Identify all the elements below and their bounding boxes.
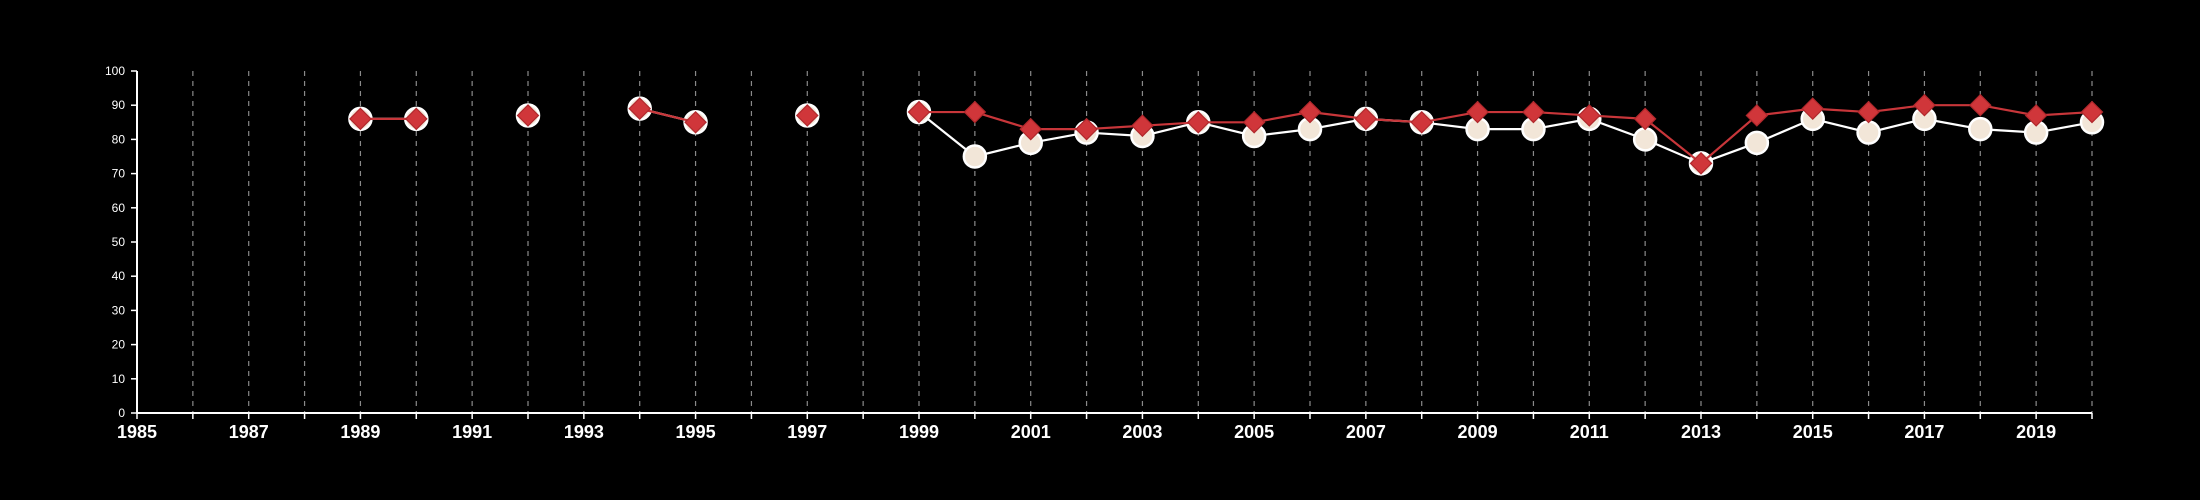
data-point-diamond — [1019, 117, 1043, 141]
x-tick-label: 2013 — [1681, 422, 1721, 442]
x-tick-label: 2011 — [1570, 422, 1609, 442]
y-tick-label: 100 — [105, 64, 125, 78]
data-point-diamond — [404, 107, 428, 131]
series-line — [919, 104, 2093, 165]
x-tick-label: 2001 — [1011, 422, 1051, 442]
x-tick-label: 1993 — [564, 422, 604, 442]
data-point-diamond — [963, 100, 987, 124]
data-point-diamond — [2080, 100, 2104, 124]
x-tick-label: 2005 — [1234, 422, 1274, 442]
y-axis-ticks: 0 10 20 30 40 50 60 70 80 90 100 — [105, 64, 137, 420]
data-point-diamond — [1298, 100, 1322, 124]
x-tick-label: 1987 — [229, 422, 269, 442]
data-point-diamond — [795, 104, 819, 127]
axes — [136, 71, 2092, 414]
data-point-diamond — [1242, 110, 1266, 134]
data-point-circle — [1632, 127, 1658, 152]
x-tick-label: 2007 — [1346, 422, 1386, 442]
x-tick-label: 2019 — [2016, 422, 2056, 442]
data-point-diamond — [516, 104, 540, 127]
data-point-diamond — [1913, 93, 1936, 117]
data-point-circle — [1856, 120, 1881, 145]
data-point-diamond — [1745, 104, 1769, 127]
data-point-diamond — [628, 97, 652, 120]
x-tick-label: 1997 — [787, 422, 827, 442]
x-tick-label: 1985 — [117, 422, 157, 442]
data-point-diamond — [1689, 151, 1713, 175]
y-tick-label: 50 — [112, 235, 126, 249]
y-tick-label: 60 — [112, 201, 126, 215]
data-point-diamond — [1075, 117, 1098, 141]
data-point-diamond — [1466, 100, 1489, 124]
data-point-diamond — [1354, 107, 1378, 131]
y-tick-label: 30 — [112, 303, 126, 317]
data-point-diamond — [1577, 104, 1601, 127]
data-point-diamond — [1410, 110, 1434, 134]
x-tick-label: 2015 — [1793, 422, 1833, 442]
series-1 — [348, 96, 2105, 176]
y-tick-label: 90 — [112, 98, 126, 112]
y-tick-label: 0 — [118, 406, 125, 420]
data-point-diamond — [349, 107, 372, 131]
series-line — [639, 107, 696, 124]
y-tick-label: 40 — [112, 269, 126, 283]
x-tick-label: 2003 — [1122, 422, 1162, 442]
x-tick-label: 1995 — [676, 422, 716, 442]
data-point-diamond — [684, 110, 707, 134]
x-tick-label: 1989 — [340, 422, 380, 442]
data-point-diamond — [2024, 104, 2048, 127]
x-tick-label: 2017 — [1904, 422, 1944, 442]
data-point-diamond — [907, 100, 931, 124]
data-point-diamond — [1131, 114, 1154, 138]
x-tick-label: 1999 — [899, 422, 939, 442]
data-point-diamond — [1186, 110, 1210, 134]
grid — [192, 71, 2093, 413]
y-tick-label: 10 — [112, 372, 126, 386]
x-tick-label: 2009 — [1458, 422, 1498, 442]
series — [348, 93, 2105, 176]
x-axis-ticks: 1985 1987 1989 1991 1993 1995 1997 1999 2001 2003… — [117, 413, 2093, 442]
y-tick-label: 20 — [112, 338, 126, 352]
data-point-diamond — [1633, 107, 1657, 131]
series-2 — [349, 93, 2104, 175]
data-point-diamond — [1801, 97, 1825, 120]
data-point-diamond — [1857, 100, 1880, 124]
data-point-circle — [1744, 130, 1770, 156]
data-point-circle — [1968, 116, 1993, 142]
series-line — [918, 111, 2093, 165]
x-tick-label: 1991 — [452, 422, 492, 442]
data-point-diamond — [1522, 100, 1545, 124]
y-tick-label: 70 — [112, 167, 126, 181]
data-point-diamond — [1968, 93, 1992, 117]
y-tick-label: 80 — [112, 132, 126, 146]
data-point-circle — [962, 144, 988, 169]
